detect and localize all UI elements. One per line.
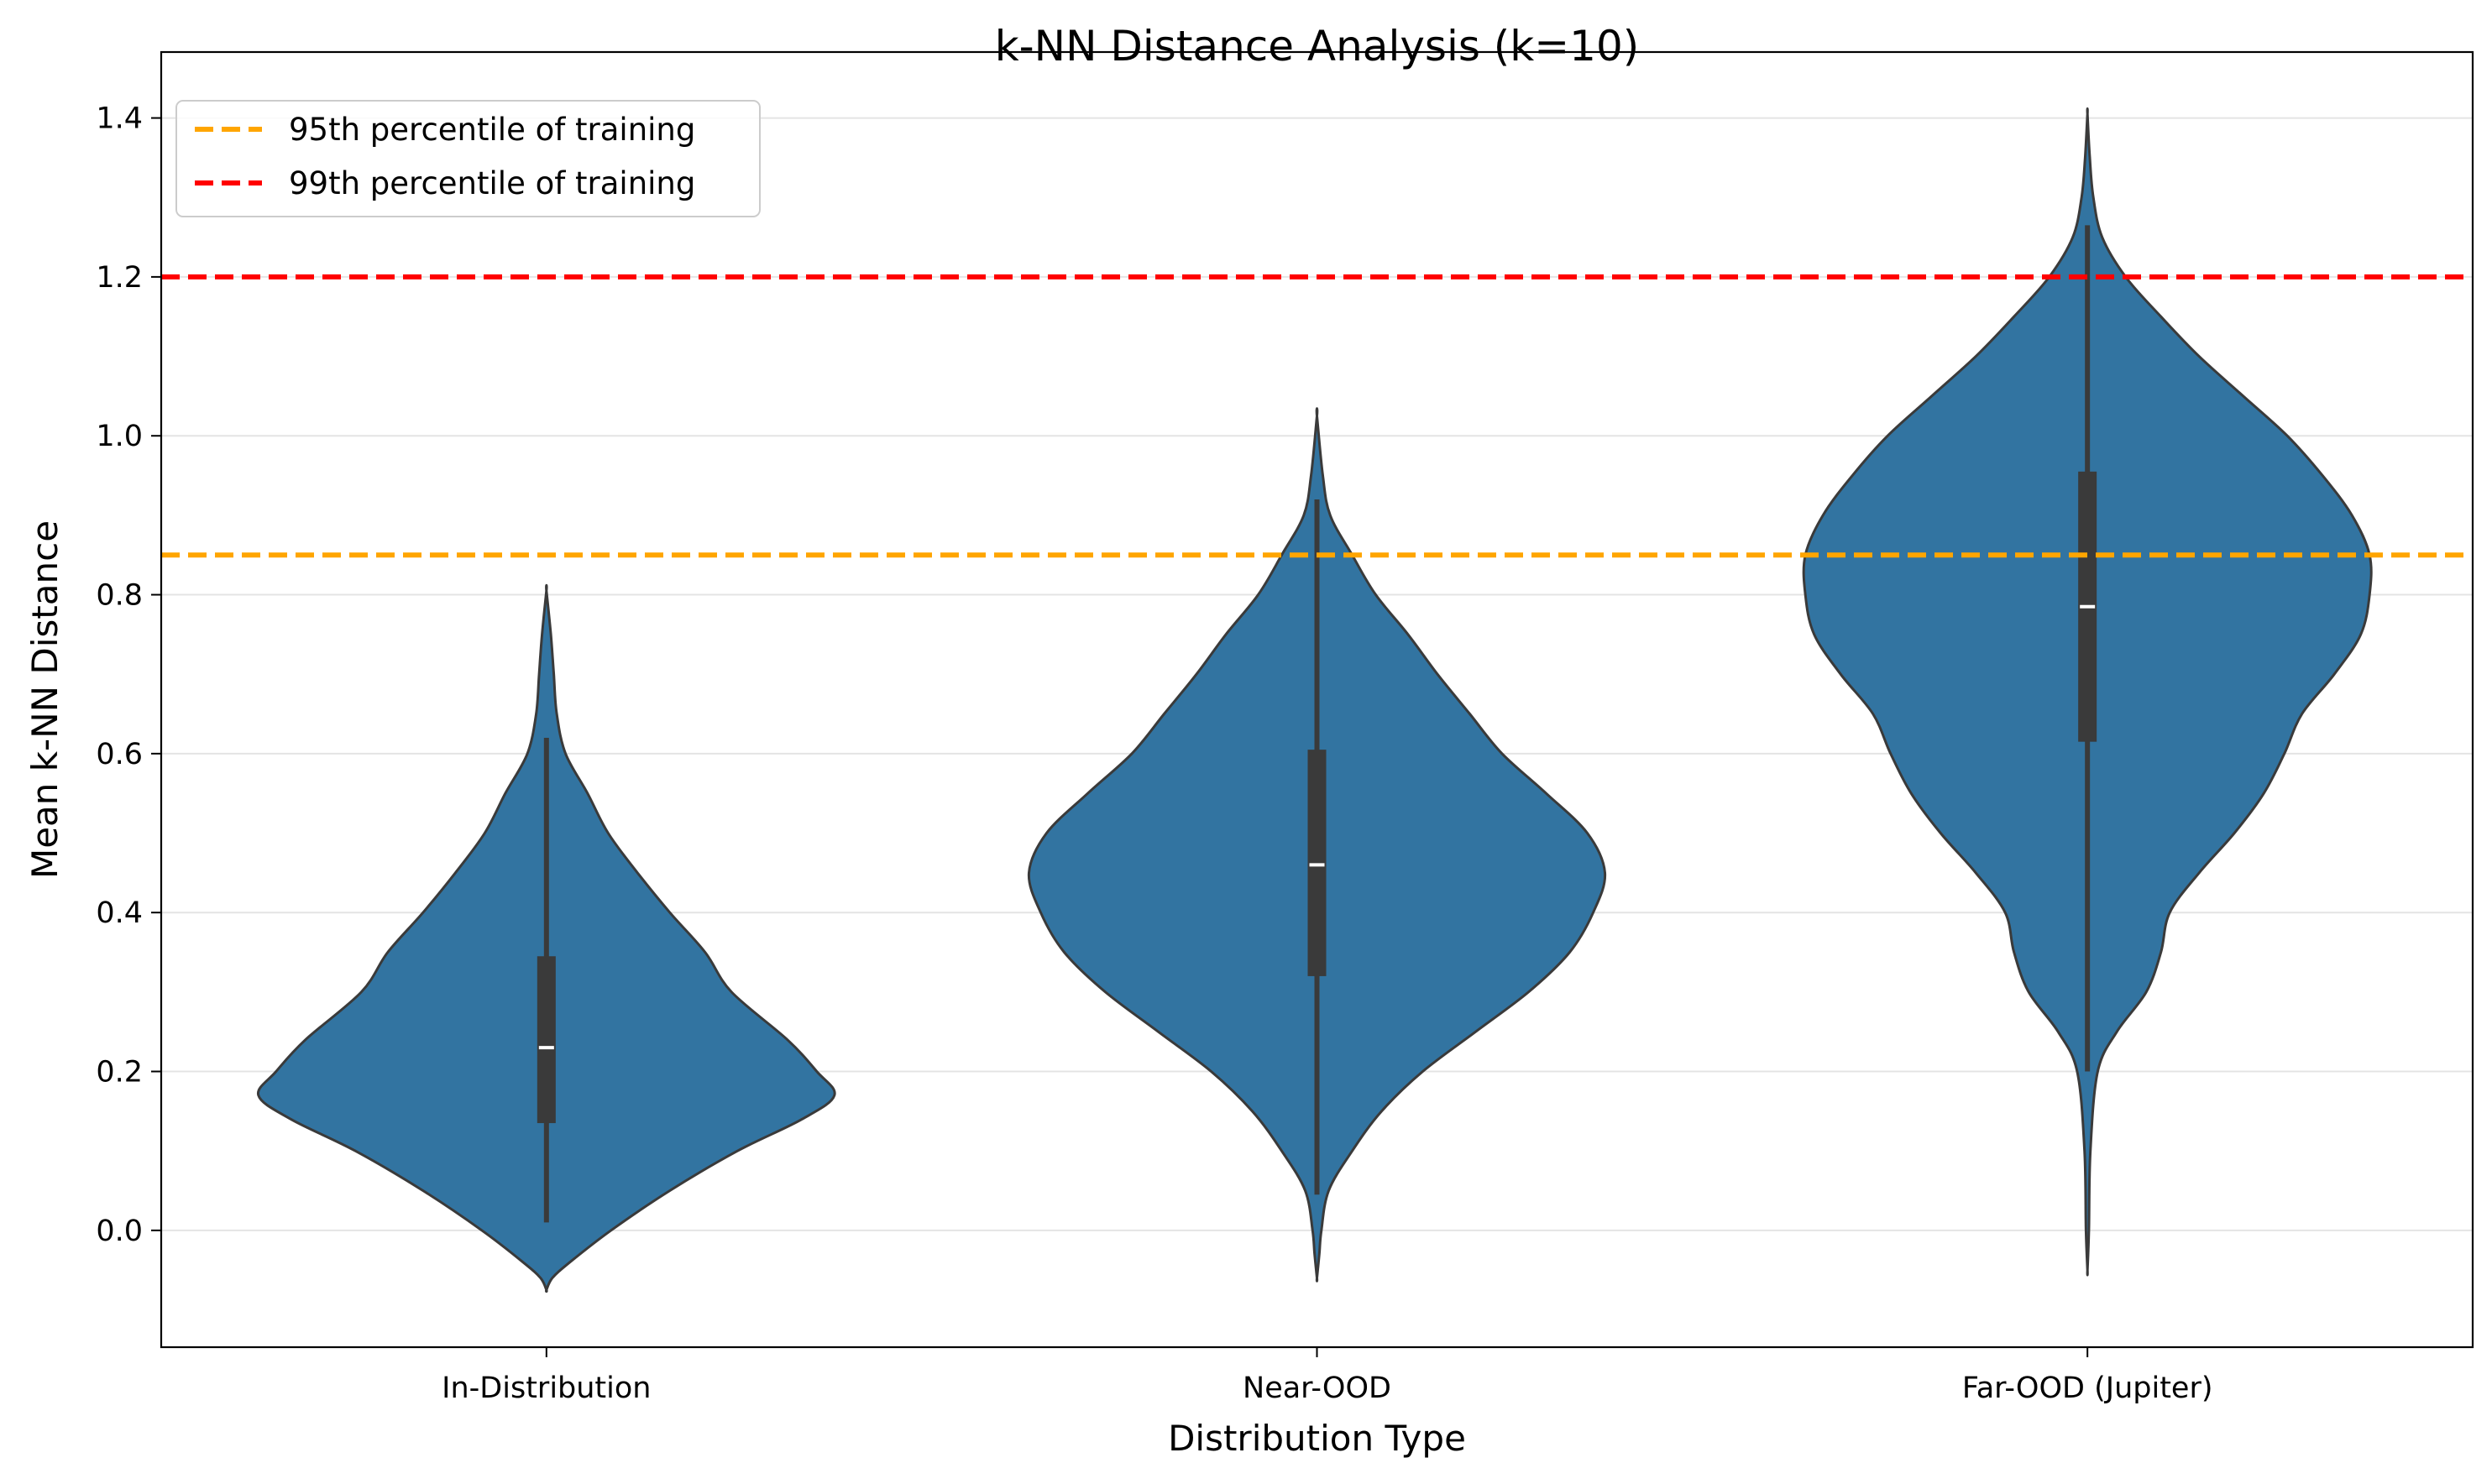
chart-title: k-NN Distance Analysis (k=10) — [995, 22, 1640, 71]
violin-iqr-box — [537, 956, 556, 1124]
x-axis-label: Distribution Type — [1168, 1418, 1466, 1459]
reference-lines — [161, 274, 2473, 558]
violin-iqr-box — [1307, 750, 1327, 976]
x-tick-label: Near-OOD — [1243, 1372, 1391, 1405]
y-axis: 0.0 0.2 0.4 0.6 0.8 1.0 1.2 1.4 — [96, 102, 161, 1248]
y-tick-label: 0.4 — [96, 896, 143, 930]
legend-label: 99th percentile of training — [289, 165, 695, 201]
x-tick-label: In-Distribution — [442, 1372, 651, 1405]
y-tick-label: 0.8 — [96, 579, 143, 613]
y-tick-label: 1.2 — [96, 261, 143, 295]
y-tick-label: 0.6 — [96, 738, 143, 771]
y-tick-label: 0.2 — [96, 1056, 143, 1089]
y-tick-label: 0.0 — [96, 1215, 143, 1248]
x-axis: In-Distribution Near-OOD Far-OOD (Jupiter) — [442, 1347, 2213, 1405]
y-tick-label: 1.4 — [96, 102, 143, 136]
legend-box — [175, 100, 761, 217]
violins — [256, 107, 2373, 1293]
y-tick-label: 1.0 — [96, 420, 143, 453]
legend: 95th percentile of training 99th percenti… — [175, 100, 761, 217]
x-tick-label: Far-OOD (Jupiter) — [1962, 1372, 2213, 1405]
legend-label: 95th percentile of training — [289, 112, 695, 148]
y-axis-label: Mean k-NN Distance — [24, 520, 65, 879]
